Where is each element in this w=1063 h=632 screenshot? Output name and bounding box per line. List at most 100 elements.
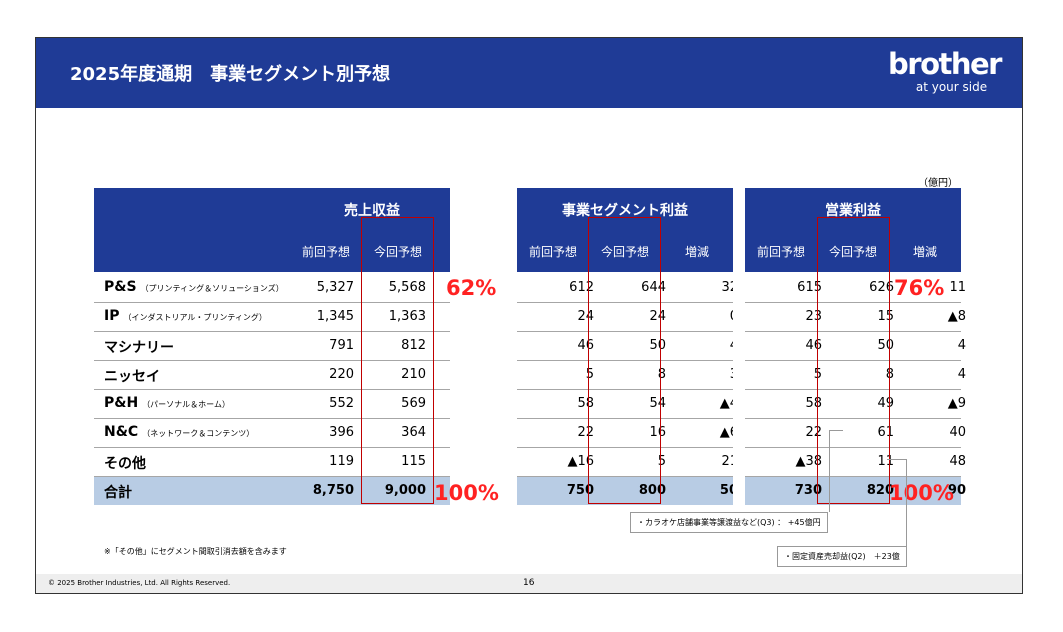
cell: 48 <box>949 454 966 469</box>
segment-label: P&S （プリンティング＆ソリューションズ） <box>104 279 284 295</box>
cell: 119 <box>329 454 354 469</box>
cell: 8,750 <box>312 483 354 498</box>
cell: 612 <box>569 280 594 295</box>
cell: 24 <box>577 309 594 324</box>
table-row: P&S（プリンティング＆ソリューションズ） 5,327 5,568 241 61… <box>94 274 966 303</box>
cell: 22 <box>805 425 822 440</box>
col-header: 前回予想 <box>756 245 805 259</box>
cell: ▲38 <box>795 454 822 469</box>
group-header-operating-profit: 営業利益 前回予想 今回予想 増減 <box>745 188 961 272</box>
cell: 32 <box>721 280 738 295</box>
col-header: 増減 <box>912 245 937 259</box>
cell: 396 <box>329 425 354 440</box>
callout-connector <box>906 459 907 559</box>
col-header: 増減 <box>684 245 709 259</box>
cell: 626 <box>869 280 894 295</box>
cell: 8 <box>657 367 666 382</box>
col-header: 今回予想 <box>828 245 877 259</box>
cell: 791 <box>329 338 354 353</box>
cell: 4 <box>957 367 966 382</box>
callout-connector <box>829 430 843 431</box>
cell: ▲9 <box>947 396 966 411</box>
cell: 90 <box>947 483 966 498</box>
callout-box: ・カラオケ店舗事業等譲渡益など(Q3) ： +45億円 <box>630 512 828 533</box>
cell: 50 <box>719 483 738 498</box>
group-gap <box>450 274 517 506</box>
cell: 730 <box>794 483 822 498</box>
segment-label: N&C （ネットワーク＆コンテンツ） <box>104 424 255 440</box>
highlight-box-operating-profit <box>817 217 890 504</box>
cell: ▲4 <box>719 396 738 411</box>
cell: 644 <box>641 280 666 295</box>
logo-wordmark: brother <box>888 47 1002 81</box>
segment-label: IP （インダストリアル・プリンティング） <box>104 308 267 324</box>
group-title: 事業セグメント利益 <box>562 203 688 219</box>
cell: 58 <box>577 396 594 411</box>
cell: 569 <box>401 396 426 411</box>
cell: 16 <box>649 425 666 440</box>
cell: 50 <box>649 338 666 353</box>
cell: 220 <box>329 367 354 382</box>
segment-label: P&H （パーソナル＆ホーム） <box>104 395 230 411</box>
segment-label: ニッセイ <box>104 369 160 385</box>
total-row: 合計 8,750 9,000 250 750 800 50 730 820 90 <box>94 477 966 505</box>
highlight-box-revenue <box>361 217 434 504</box>
group-title: 売上収益 <box>344 203 400 219</box>
col-header: 前回予想 <box>528 245 577 259</box>
cell: 22 <box>577 425 594 440</box>
cell: 3 <box>678 367 738 382</box>
percent-label: 62% <box>446 276 497 300</box>
percent-label: 100% <box>434 481 499 505</box>
table-row: その他 119 115 ▲4 ▲16 5 21 ▲38 11 48 <box>94 448 966 477</box>
segment-label: その他 <box>104 456 146 472</box>
group-header-segment-profit: 事業セグメント利益 前回予想 今回予想 増減 <box>517 188 733 272</box>
cell: 4 <box>957 338 966 353</box>
col-header: 今回予想 <box>373 245 422 259</box>
cell: 210 <box>401 367 426 382</box>
page-title: 2025年度通期 事業セグメント別予想 <box>70 64 391 85</box>
cell: 46 <box>805 338 822 353</box>
cell: 46 <box>577 338 594 353</box>
cell: 1,363 <box>388 309 426 324</box>
footnote: ※「その他」にセグメント間取引消去額を含みます <box>104 547 287 556</box>
cell: 552 <box>329 396 354 411</box>
cell: 4 <box>678 338 738 353</box>
cell: 615 <box>797 280 822 295</box>
percent-label: 100% <box>889 481 954 505</box>
cell: 812 <box>401 338 426 353</box>
col-header: 今回予想 <box>600 245 649 259</box>
cell: ▲16 <box>567 454 594 469</box>
header-bar: 2025年度通期 事業セグメント別予想 brother at your side <box>36 38 1022 108</box>
cell: 5,568 <box>388 280 426 295</box>
percent-label: 76% <box>894 276 945 300</box>
cell: 21 <box>721 454 738 469</box>
cell: 11 <box>949 280 966 295</box>
cell: 5,327 <box>316 280 354 295</box>
unit-label: （億円） <box>918 178 958 189</box>
cell: 750 <box>566 483 594 498</box>
cell: ▲8 <box>947 309 966 324</box>
cell: 0 <box>678 309 738 324</box>
cell: 115 <box>401 454 426 469</box>
cell: 5 <box>657 454 666 469</box>
segment-label: マシナリー <box>104 340 174 356</box>
cell: 40 <box>949 425 966 440</box>
cell: 58 <box>805 396 822 411</box>
highlight-box-segment-profit <box>588 217 661 504</box>
group-gap <box>733 274 745 506</box>
cell: 54 <box>649 396 666 411</box>
cell: 1,345 <box>316 309 354 324</box>
callout-connector <box>887 459 907 460</box>
cell: 364 <box>401 425 426 440</box>
slide: 2025年度通期 事業セグメント別予想 brother at your side… <box>35 37 1023 594</box>
cell: 5 <box>585 367 594 382</box>
page-number: 16 <box>523 578 535 588</box>
cell: 9,000 <box>384 483 426 498</box>
cell: 820 <box>866 483 894 498</box>
callout-connector <box>829 430 830 512</box>
brother-logo: brother at your side <box>882 48 1007 100</box>
cell: 5 <box>813 367 822 382</box>
logo-tagline: at your side <box>915 80 988 94</box>
group-header-revenue: 売上収益 前回予想 今回予想 増減 <box>94 188 476 272</box>
cell: ▲6 <box>719 425 738 440</box>
